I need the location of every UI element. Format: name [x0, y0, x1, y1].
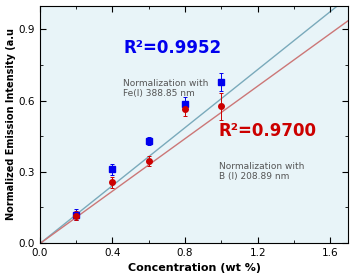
Text: Normalization with
B (I) 208.89 nm: Normalization with B (I) 208.89 nm: [219, 162, 304, 181]
X-axis label: Concentration (wt %): Concentration (wt %): [127, 263, 261, 273]
Y-axis label: Normalized Emission Intensity (a.u: Normalized Emission Intensity (a.u: [6, 28, 16, 220]
Text: Normalization with
Fe(I) 388.85 nm: Normalization with Fe(I) 388.85 nm: [123, 79, 209, 98]
Text: R²=0.9952: R²=0.9952: [123, 39, 221, 57]
Text: R²=0.9700: R²=0.9700: [219, 122, 317, 140]
